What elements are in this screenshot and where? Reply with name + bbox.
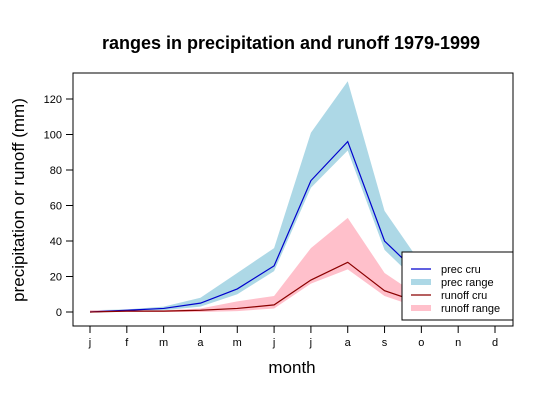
y-tick-label: 80 [50,165,62,177]
x-tick-label: n [455,337,461,349]
y-tick-label: 20 [50,272,62,284]
x-tick-label: j [88,337,91,349]
x-tick-label: m [233,337,242,349]
range-bands [90,81,495,312]
legend-label: runoff range [441,303,500,315]
x-tick-label: d [492,337,498,349]
x-tick-label: j [309,337,312,349]
x-tick-label: f [125,337,129,349]
chart-title: ranges in precipitation and runoff 1979-… [102,33,480,53]
y-tick-label: 0 [56,307,62,319]
y-axis: 0 20 40 60 80 100 120 [44,94,74,319]
x-axis-label: month [268,358,315,377]
legend-label: runoff cru [441,290,487,302]
y-tick-label: 100 [44,130,62,142]
x-tick-label: j [272,337,275,349]
legend-label: prec range [441,277,494,289]
x-tick-label: m [159,337,168,349]
y-tick-label: 40 [50,236,62,248]
y-tick-label: 60 [50,201,62,213]
y-axis-label: precipitation or runoff (mm) [9,98,28,302]
x-tick-label: a [345,337,352,349]
x-tick-label: s [382,337,388,349]
x-tick-label: a [197,337,204,349]
prec-range-band [90,81,495,312]
legend-label: prec cru [441,264,481,276]
x-tick-label: o [418,337,424,349]
runoff-range-band [90,217,495,312]
y-tick-label: 120 [44,94,62,106]
